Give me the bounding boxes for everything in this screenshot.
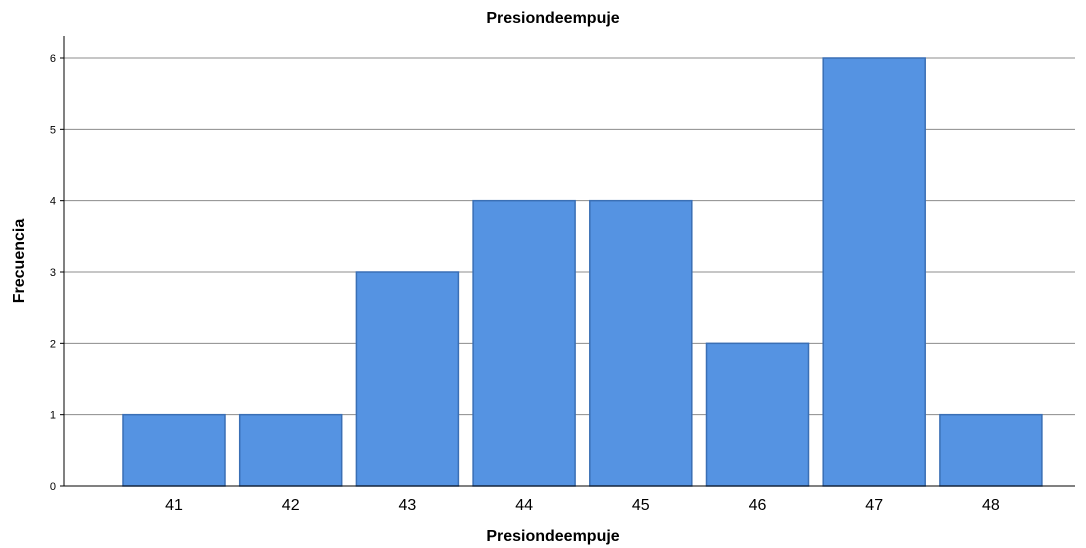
bar-44 xyxy=(472,199,576,487)
y-tick-label: 0 xyxy=(50,481,56,493)
bar-43 xyxy=(355,271,460,487)
x-tick-label: 43 xyxy=(399,497,417,514)
bar-46 xyxy=(705,342,810,487)
bar-45 xyxy=(589,199,693,487)
x-tick-label: 48 xyxy=(982,497,1000,514)
y-tick-label: 4 xyxy=(50,196,56,208)
y-tick-label: 1 xyxy=(50,410,56,422)
y-tick-label: 6 xyxy=(50,53,56,65)
x-tick-label: 42 xyxy=(282,497,300,514)
bar-48 xyxy=(939,413,1043,487)
x-tick-label: 46 xyxy=(749,497,767,514)
bars xyxy=(122,57,1043,487)
x-tick-label: 41 xyxy=(165,497,183,514)
y-axis-label: Frecuencia xyxy=(11,219,28,304)
x-axis-label: Presiondeempuje xyxy=(486,528,619,545)
chart-title: Presiondeempuje xyxy=(486,10,619,27)
x-tick-label: 47 xyxy=(865,497,883,514)
bar-41 xyxy=(122,413,226,487)
x-tick-label: 44 xyxy=(515,497,533,514)
bar-42 xyxy=(238,413,343,487)
y-tick-labels: 0 1 2 3 4 5 6 xyxy=(50,53,64,493)
y-tick-label: 2 xyxy=(50,338,56,350)
y-tick-label: 5 xyxy=(50,124,56,136)
x-tick-labels: 41 42 43 44 45 46 47 48 xyxy=(165,497,1000,514)
x-tick-label: 45 xyxy=(632,497,650,514)
bar-47 xyxy=(822,57,926,487)
y-tick-label: 3 xyxy=(50,267,56,279)
